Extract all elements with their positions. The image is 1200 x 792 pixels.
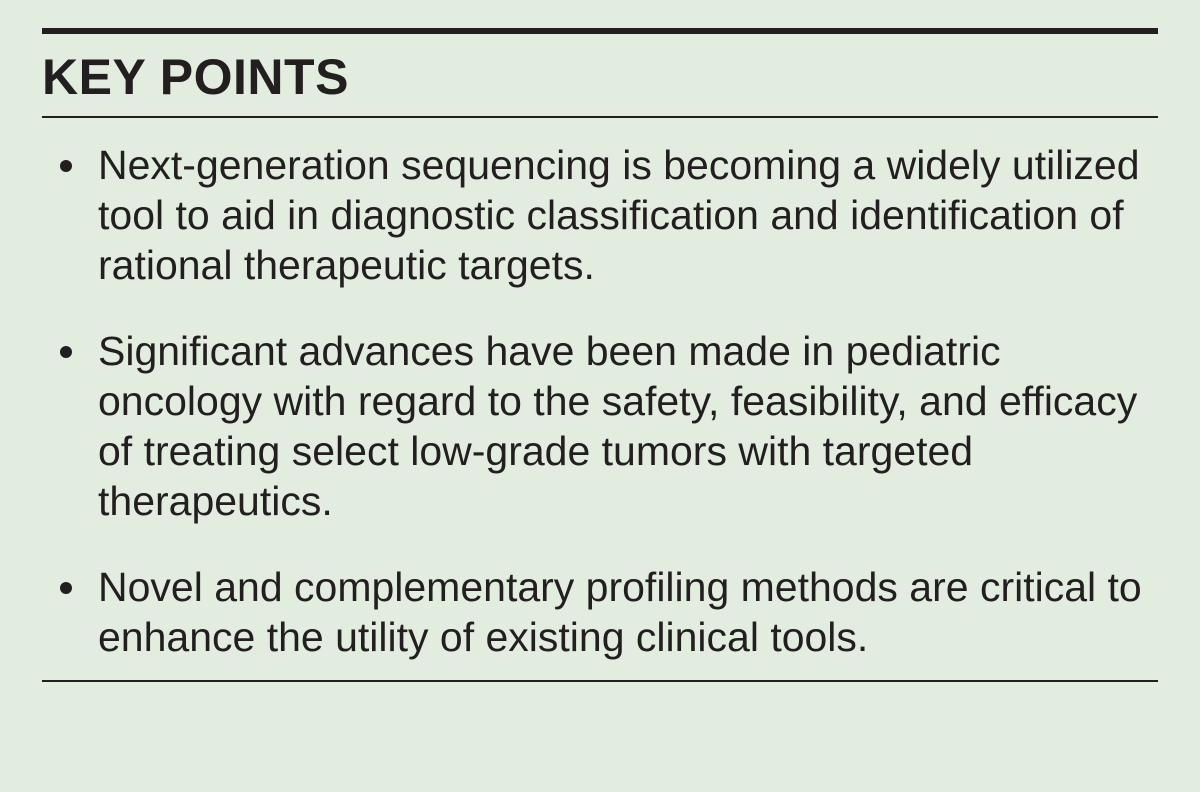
key-points-card: KEY POINTS Next-generation sequencing is… — [0, 0, 1200, 792]
list-item: Next-generation sequencing is becoming a… — [42, 140, 1158, 290]
heading-underline-rule — [42, 116, 1158, 118]
bullet-list: Next-generation sequencing is becoming a… — [42, 140, 1158, 662]
heading: KEY POINTS — [42, 48, 1158, 106]
top-rule — [42, 28, 1158, 34]
list-item: Novel and complementary profiling method… — [42, 562, 1158, 662]
list-item: Significant advances have been made in p… — [42, 326, 1158, 526]
bottom-rule — [42, 680, 1158, 682]
